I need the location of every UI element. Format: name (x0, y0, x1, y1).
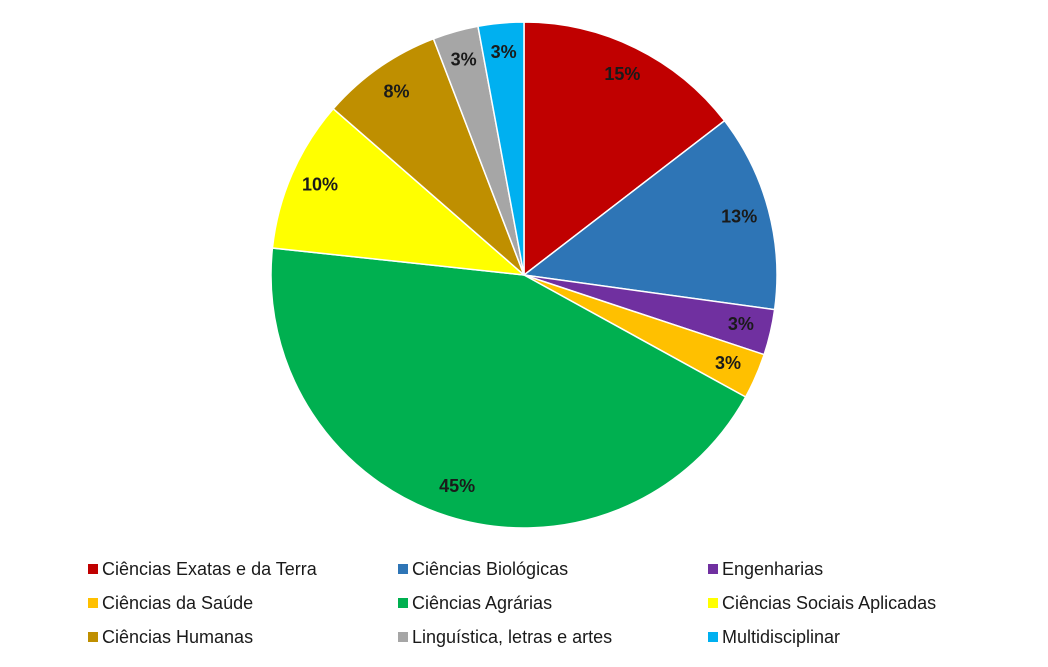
legend-swatch (398, 632, 408, 642)
legend-label: Ciências Sociais Aplicadas (722, 593, 936, 613)
legend-swatch (398, 598, 408, 608)
legend-label: Ciências da Saúde (102, 593, 253, 613)
data-label: 3% (451, 49, 477, 69)
legend-swatch (398, 564, 408, 574)
data-label: 3% (728, 314, 754, 334)
legend-label: Engenharias (722, 559, 823, 579)
legend-swatch (88, 632, 98, 642)
pie-slice (332, 37, 525, 276)
pie-slice (522, 119, 778, 311)
legend-label: Ciências Agrárias (412, 593, 552, 613)
legend-label: Ciências Biológicas (412, 559, 568, 579)
data-label: 3% (715, 353, 741, 373)
data-label: 45% (439, 476, 475, 496)
legend-label: Multidisciplinar (722, 627, 840, 647)
data-label: 8% (383, 81, 409, 101)
pie-slice (271, 107, 527, 276)
pie-slice (477, 21, 525, 276)
legend-swatch (708, 632, 718, 642)
pie-slice (523, 21, 726, 277)
legend-swatch (708, 598, 718, 608)
legend-label: Linguística, letras e artes (412, 627, 612, 647)
data-label: 3% (491, 42, 517, 62)
data-label: 10% (302, 175, 338, 195)
legend-label: Ciências Humanas (102, 627, 253, 647)
data-label: 13% (721, 207, 757, 227)
legend-swatch (708, 564, 718, 574)
legend-swatch (88, 598, 98, 608)
pie-slice (270, 247, 747, 529)
data-label: 15% (604, 64, 640, 84)
legend-label: Ciências Exatas e da Terra (102, 559, 318, 579)
legend-swatch (88, 564, 98, 574)
